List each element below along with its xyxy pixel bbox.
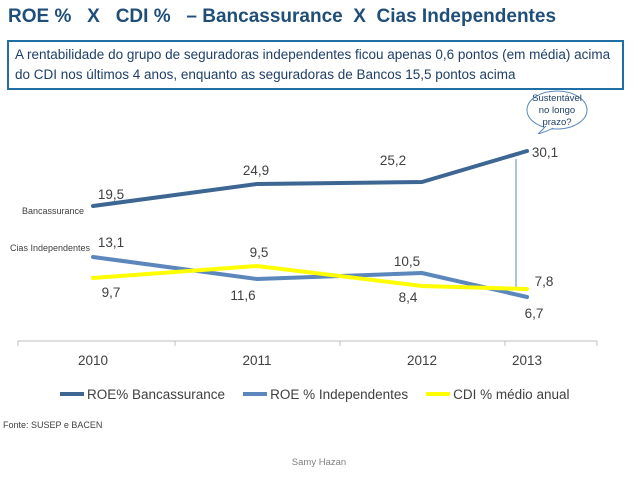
page-title: ROE % X CDI % – Bancassurance X Cias Ind… [8, 6, 557, 27]
data-label-bancassurance: 19,5 [98, 187, 124, 202]
callout-text: Sustentável no longo prazo? [532, 93, 582, 128]
callout-shape [526, 90, 588, 134]
data-label-cdi: 8,4 [399, 290, 418, 305]
data-label-cdi: 11,6 [230, 288, 255, 303]
data-label-independentes: 9,5 [250, 245, 269, 260]
x-tick-label: 2012 [407, 353, 437, 368]
legend-item-cdi: CDI % médio anual [426, 387, 569, 402]
data-label-cdi: 7,8 [535, 274, 554, 289]
legend-swatch-independentes [243, 392, 268, 396]
side-label-bancassurance: Bancassurance [22, 206, 84, 216]
x-tick-label: 2010 [78, 353, 108, 368]
callout-bubble: Sustentável no longo prazo? [526, 90, 588, 134]
x-tick-label: 2013 [512, 353, 542, 368]
side-label-independentes: Cias Independentes [10, 243, 91, 253]
data-label-independentes: 13,1 [98, 235, 124, 250]
data-label-cdi: 9,7 [102, 285, 121, 300]
series-line-cdi [91, 264, 529, 291]
data-label-bancassurance: 24,9 [243, 163, 269, 178]
author-footer: Samy Hazan [291, 457, 347, 468]
legend-item-independentes: ROE % Independentes [243, 387, 408, 402]
legend-label-bancassurance: ROE% Bancassurance [87, 386, 226, 402]
data-label-bancassurance: 30,1 [532, 145, 558, 160]
legend-label-independentes: ROE % Independentes [270, 386, 409, 402]
legend-item-bancassurance: ROE% Bancassurance [60, 387, 225, 402]
subtitle-box: A rentabilidade do grupo de seguradoras … [7, 40, 624, 90]
subtitle-text: A rentabilidade do grupo de seguradoras … [15, 47, 611, 82]
x-tick-label: 2011 [242, 353, 271, 368]
legend-label-cdi: CDI % médio anual [453, 386, 570, 402]
data-label-independentes: 6,7 [525, 306, 544, 321]
legend-swatch-cdi [426, 392, 451, 396]
series-line-independentes [91, 255, 529, 299]
legend-swatch-bancassurance [60, 392, 84, 396]
series-line-bancassurance [91, 149, 529, 208]
chart-legend: ROE% Bancassurance ROE % Independentes C… [60, 383, 620, 405]
data-label-bancassurance: 25,2 [380, 153, 406, 168]
data-label-independentes: 10,5 [394, 254, 420, 269]
source-note: Fonte: SUSEP e BACEN [3, 420, 103, 430]
